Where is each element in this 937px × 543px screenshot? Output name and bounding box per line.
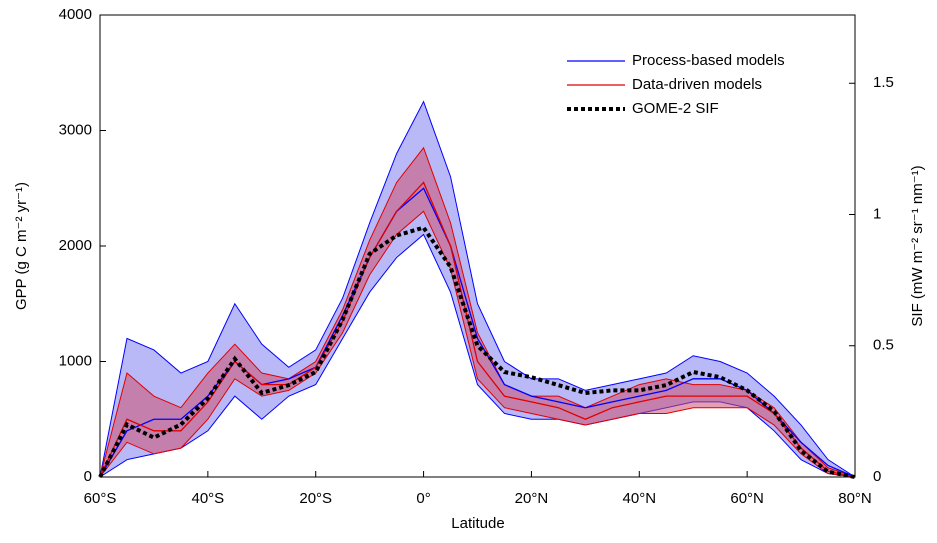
y2-tick-label: 0.5 <box>873 337 894 354</box>
x-tick-label: 40°S <box>192 490 225 507</box>
x-tick-label: 40°N <box>623 490 657 507</box>
y-tick-label: 2000 <box>59 237 92 254</box>
model-range-band <box>100 147 855 477</box>
x-tick-label: 60°S <box>84 490 117 507</box>
y2-axis-label: SIF (mW m⁻² sr⁻¹ nm⁻¹) <box>909 165 926 326</box>
model-range-edge <box>99 210 856 478</box>
x-tick-label: 0° <box>416 490 430 507</box>
x-tick-label: 80°N <box>838 490 872 507</box>
y-tick-label: 0 <box>84 468 92 485</box>
y2-tick-label: 1.5 <box>873 74 894 91</box>
series-line <box>98 225 856 479</box>
x-axis-label: Latitude <box>451 515 504 532</box>
y-tick-label: 4000 <box>59 6 92 23</box>
legend-label: Process-based models <box>632 52 785 69</box>
y2-tick-label: 0 <box>873 468 881 485</box>
model-range-edge <box>99 146 856 478</box>
x-tick-label: 20°S <box>299 490 332 507</box>
x-tick-label: 20°N <box>515 490 549 507</box>
legend-label: GOME-2 SIF <box>632 100 719 117</box>
y-axis-label: GPP (g C m⁻² yr⁻¹) <box>13 182 30 310</box>
model-range-edge <box>99 100 856 478</box>
y-tick-label: 3000 <box>59 121 92 138</box>
y2-tick-label: 1 <box>873 205 881 222</box>
model-range-band <box>100 101 855 477</box>
legend-label: Data-driven models <box>632 76 762 93</box>
y-tick-label: 1000 <box>59 352 92 369</box>
x-tick-label: 60°N <box>730 490 764 507</box>
